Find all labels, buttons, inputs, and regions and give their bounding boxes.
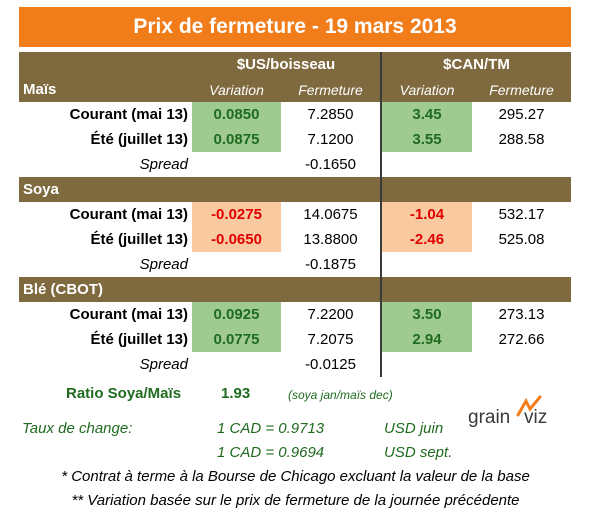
ratio-value: 1.93 (221, 385, 251, 402)
cad-close: 295.27 (498, 106, 545, 123)
header-row-groups: $US/boisseau $CAN/TM (19, 52, 572, 77)
section-name: Maïs (19, 77, 192, 102)
exchange-unit-sept: USD sept. (384, 444, 453, 461)
usd-variation: -0.0650 (192, 227, 281, 252)
table-row: Été (juillet 13) 0.0875 7.1200 3.55 288.… (19, 127, 571, 152)
grainviz-logo-icon: grain viz (468, 395, 547, 428)
cad-close: 525.08 (498, 231, 545, 248)
col-variation-usd: Variation (192, 77, 281, 102)
exchange-rate-june: 1 CAD = 0.9713 (217, 420, 325, 437)
row-label: Courant (mai 13) (69, 306, 188, 323)
spread-label: Spread (139, 256, 188, 273)
usd-close: 7.2850 (307, 106, 354, 123)
prices-table: $US/boisseau $CAN/TM Maïs Variation Ferm… (19, 52, 572, 377)
row-label: Courant (mai 13) (69, 106, 188, 123)
section-name: Soya (19, 177, 192, 202)
usd-group-header: $US/boisseau (192, 52, 381, 77)
spread-value: -0.1875 (305, 256, 356, 273)
row-label: Été (juillet 13) (90, 231, 188, 248)
usd-variation: 0.0775 (192, 327, 281, 352)
cad-group-header: $CAN/TM (379, 52, 572, 77)
section-header-row: Maïs Variation Fermeture Variation Ferme… (19, 77, 572, 102)
page-title: Prix de fermeture - 19 mars 2013 (19, 7, 571, 47)
spread-label: Spread (139, 356, 188, 373)
usd-variation: -0.0275 (192, 202, 281, 227)
cad-variation: 3.50 (380, 302, 472, 327)
cad-close: 273.13 (498, 306, 545, 323)
usd-close: 7.2075 (307, 331, 354, 348)
cad-close: 532.17 (498, 206, 545, 223)
table-row: Courant (mai 13) -0.0275 14.0675 -1.04 5… (19, 202, 571, 227)
cad-variation: 2.94 (380, 327, 472, 352)
spread-row: Spread -0.1875 (19, 252, 571, 277)
row-label: Été (juillet 13) (90, 131, 188, 148)
svg-text:grain: grain (468, 407, 510, 428)
cad-variation: 3.45 (380, 102, 472, 127)
col-fermeture-usd: Fermeture (281, 77, 381, 102)
spread-row: Spread -0.1650 (19, 152, 571, 177)
cad-variation: 3.55 (380, 127, 472, 152)
section-header-row: Soya (19, 177, 572, 202)
ratio-label: Ratio Soya/Maïs (66, 385, 182, 402)
section-name: Blé (CBOT) (19, 277, 192, 302)
usd-close: 13.8800 (303, 231, 358, 248)
spread-value: -0.1650 (305, 156, 356, 173)
spread-label: Spread (139, 156, 188, 173)
exchange-label: Taux de change: (22, 420, 133, 437)
col-variation-cad: Variation (380, 77, 472, 102)
footnote-2: ** Variation basée sur le prix de fermet… (71, 492, 520, 509)
svg-text:viz: viz (524, 407, 547, 428)
spread-value: -0.0125 (305, 356, 356, 373)
table-row: Été (juillet 13) -0.0650 13.8800 -2.46 5… (19, 227, 571, 252)
usd-variation: 0.0850 (192, 102, 281, 127)
usd-close: 7.2200 (307, 306, 354, 323)
usd-variation: 0.0925 (192, 302, 281, 327)
footnote-1: * Contrat à terme à la Bourse de Chicago… (61, 468, 530, 485)
exchange-unit-june: USD juin (384, 420, 444, 437)
usd-close: 14.0675 (303, 206, 358, 223)
cad-variation: -1.04 (380, 202, 472, 227)
col-fermeture-cad: Fermeture (472, 77, 572, 102)
cad-variation: -2.46 (380, 227, 472, 252)
cad-close: 288.58 (498, 131, 545, 148)
usd-close: 7.1200 (307, 131, 354, 148)
grainviz-logo: grain viz (468, 393, 568, 433)
section-header-row: Blé (CBOT) (19, 277, 572, 302)
table-row: Courant (mai 13) 0.0850 7.2850 3.45 295.… (19, 102, 571, 127)
table-row: Courant (mai 13) 0.0925 7.2200 3.50 273.… (19, 302, 571, 327)
cad-close: 272.66 (498, 331, 545, 348)
ratio-note: (soya jan/maïs dec) (288, 388, 393, 402)
row-label: Courant (mai 13) (69, 206, 188, 223)
row-label: Été (juillet 13) (90, 331, 188, 348)
table-row: Été (juillet 13) 0.0775 7.2075 2.94 272.… (19, 327, 571, 352)
exchange-rate-sept: 1 CAD = 0.9694 (217, 444, 325, 461)
spread-row: Spread -0.0125 (19, 352, 571, 377)
usd-variation: 0.0875 (192, 127, 281, 152)
